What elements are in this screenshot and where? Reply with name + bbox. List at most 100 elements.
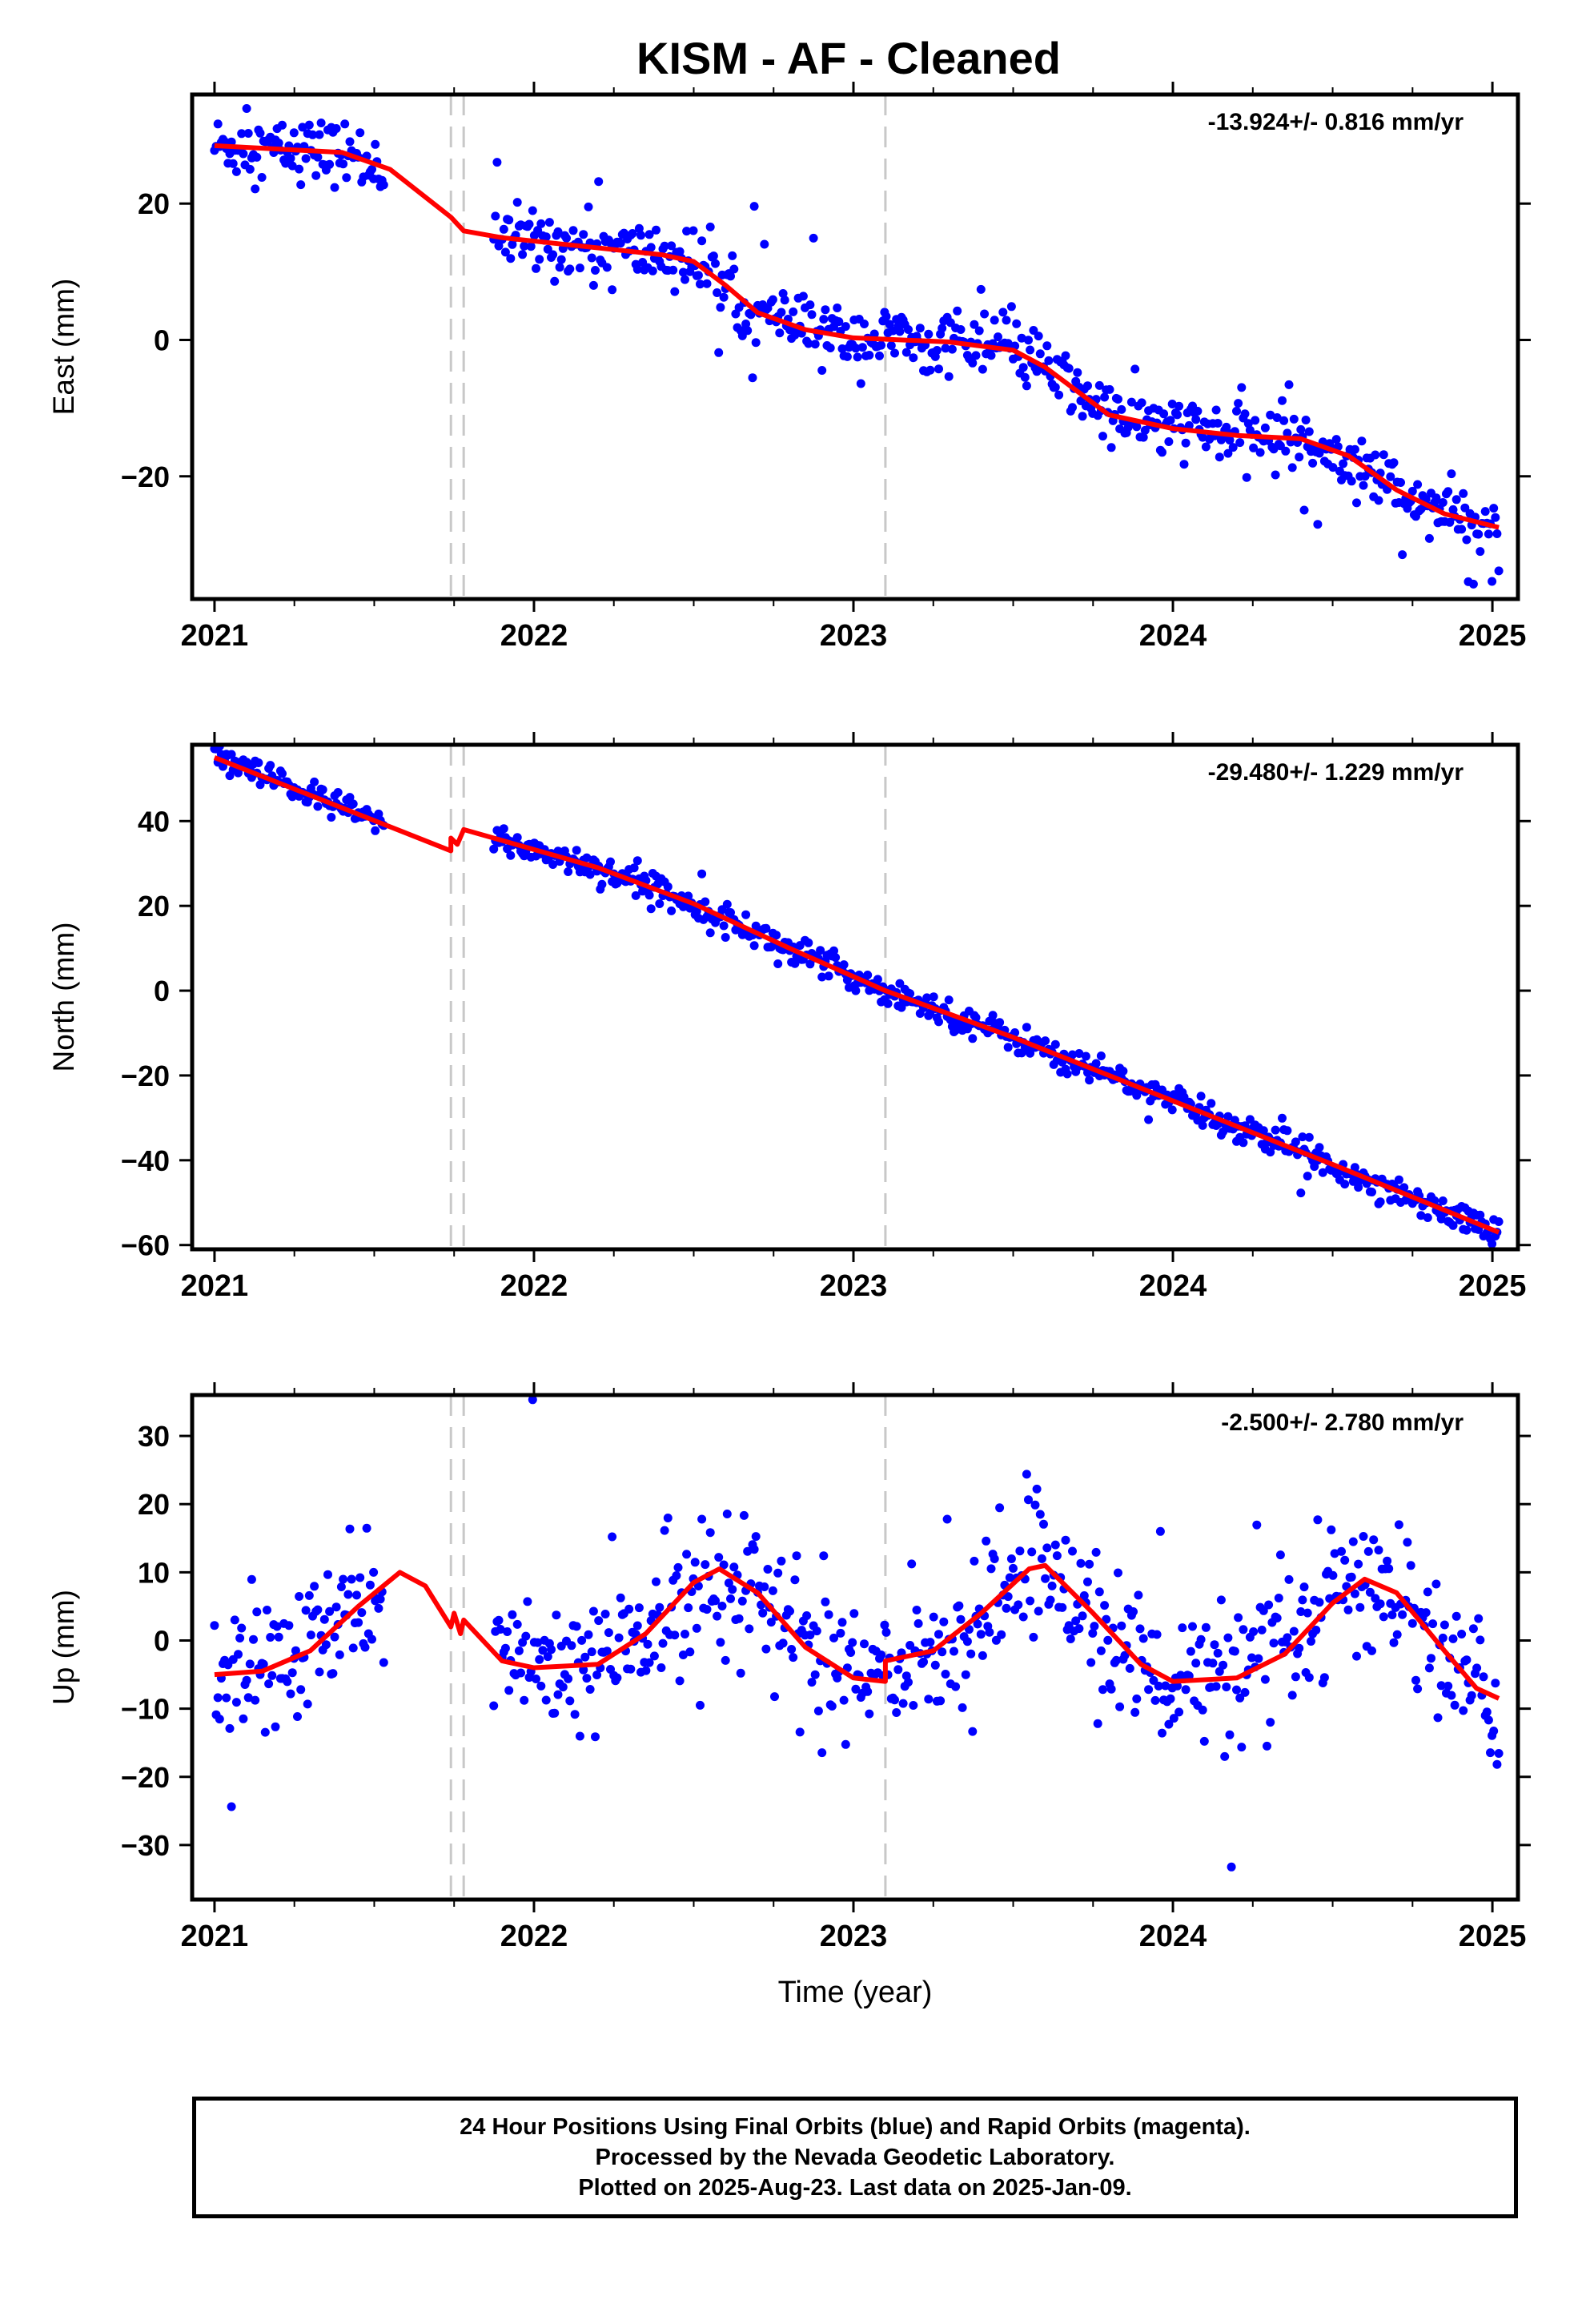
data-point xyxy=(367,1634,376,1644)
data-point xyxy=(266,761,275,770)
data-points xyxy=(210,104,1504,589)
data-point xyxy=(1424,533,1434,543)
y-tick-label: 0 xyxy=(154,1624,170,1657)
data-point xyxy=(616,1593,625,1602)
data-point xyxy=(982,1536,991,1546)
data-point xyxy=(1443,487,1453,497)
data-point xyxy=(722,1510,732,1518)
data-point xyxy=(1384,1564,1394,1574)
data-point xyxy=(926,365,935,375)
data-point xyxy=(760,1582,769,1591)
x-tick-label: 2021 xyxy=(181,619,249,653)
data-point xyxy=(1389,458,1399,468)
data-point xyxy=(1431,1579,1441,1589)
data-point xyxy=(550,276,560,286)
data-point xyxy=(616,239,625,248)
data-point xyxy=(839,960,849,970)
data-point xyxy=(311,171,321,180)
data-point xyxy=(692,907,701,916)
x-axis-label: Time (year) xyxy=(778,1976,933,2009)
data-point xyxy=(1307,1637,1315,1646)
data-point xyxy=(1448,1220,1458,1230)
data-point xyxy=(726,1594,735,1603)
data-point xyxy=(1232,406,1241,416)
data-point xyxy=(1354,1559,1363,1569)
data-point xyxy=(1201,442,1211,452)
data-point xyxy=(352,1590,361,1600)
data-point xyxy=(504,1686,514,1695)
data-point xyxy=(1207,1099,1216,1108)
data-point xyxy=(692,1623,701,1633)
data-point xyxy=(1085,1076,1094,1085)
data-point xyxy=(1330,1549,1339,1558)
data-point xyxy=(1061,1535,1070,1545)
data-point xyxy=(701,1560,710,1570)
data-point xyxy=(995,1018,1005,1027)
data-point xyxy=(892,1708,901,1717)
data-point xyxy=(1360,472,1370,481)
data-point xyxy=(354,1618,363,1627)
data-point xyxy=(873,975,882,984)
data-point xyxy=(641,1666,651,1675)
data-point xyxy=(1137,398,1146,408)
data-point xyxy=(1438,498,1447,507)
data-point xyxy=(787,1645,797,1654)
data-point xyxy=(837,1618,847,1627)
data-point xyxy=(210,1621,219,1630)
data-point xyxy=(1018,363,1028,372)
data-point xyxy=(1227,1862,1236,1872)
data-point xyxy=(893,1665,903,1675)
data-point xyxy=(1213,419,1223,428)
data-point xyxy=(543,1652,552,1662)
data-point xyxy=(1315,1598,1324,1607)
data-point xyxy=(516,1668,525,1678)
data-point xyxy=(719,1560,729,1570)
data-point xyxy=(810,340,820,349)
data-point xyxy=(1488,1239,1497,1248)
data-point xyxy=(572,1622,581,1631)
data-point xyxy=(339,159,348,169)
data-point xyxy=(713,288,722,297)
data-point xyxy=(1196,1092,1206,1101)
data-point xyxy=(1386,472,1395,481)
x-tick-label: 2025 xyxy=(1459,619,1527,653)
data-point xyxy=(1450,1700,1460,1710)
data-point xyxy=(379,1658,388,1667)
data-point xyxy=(655,1602,665,1612)
data-point xyxy=(499,224,508,234)
data-point xyxy=(347,1574,356,1584)
data-point xyxy=(1396,478,1405,487)
data-point xyxy=(863,1687,873,1696)
data-point xyxy=(1058,1602,1067,1612)
data-point xyxy=(245,1659,255,1669)
data-point xyxy=(941,1670,950,1679)
data-point xyxy=(1467,1691,1476,1700)
data-point xyxy=(562,233,571,243)
data-point xyxy=(306,1630,315,1640)
data-point xyxy=(865,351,874,360)
data-point xyxy=(1029,1632,1038,1642)
data-point xyxy=(1479,1672,1488,1682)
data-point xyxy=(702,1605,712,1614)
data-point xyxy=(521,1631,531,1641)
data-point xyxy=(1313,1515,1323,1525)
data-point xyxy=(990,316,999,325)
data-point xyxy=(785,1606,794,1616)
data-point xyxy=(1201,1622,1211,1632)
data-point xyxy=(962,1637,972,1647)
data-point xyxy=(1406,1561,1415,1570)
data-point xyxy=(1359,480,1368,490)
data-point xyxy=(1037,1554,1046,1563)
data-point xyxy=(1240,1687,1250,1697)
data-point xyxy=(333,788,343,797)
data-point xyxy=(632,1621,642,1630)
data-point xyxy=(1403,1538,1412,1547)
data-point xyxy=(555,263,564,272)
data-point xyxy=(547,1645,556,1655)
x-tick-label: 2024 xyxy=(1139,1269,1207,1303)
data-point xyxy=(1166,416,1175,425)
data-point xyxy=(564,1674,573,1683)
data-point xyxy=(1228,443,1238,452)
data-point xyxy=(904,325,913,334)
data-points xyxy=(210,1395,1504,1872)
